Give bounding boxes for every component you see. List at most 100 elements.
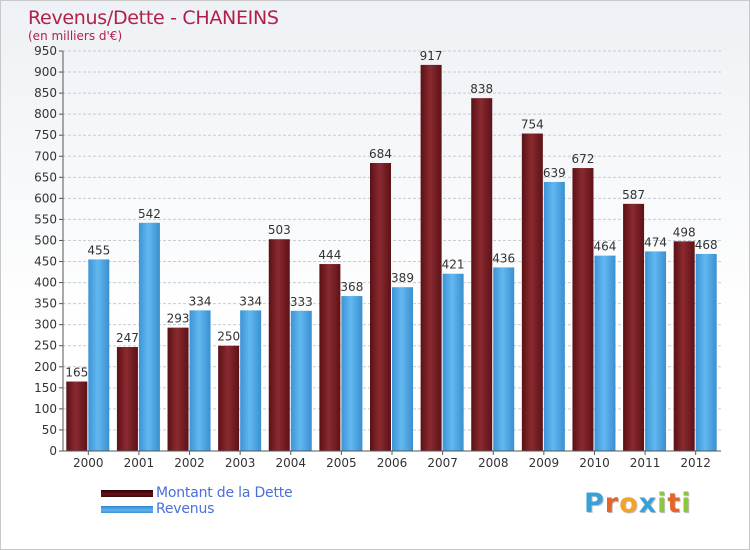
y-tick-label: 250: [34, 339, 57, 353]
bar-debt: [167, 327, 189, 451]
bar-revenue: [695, 253, 717, 451]
chart-title: Revenus/Dette - CHANEINS: [28, 7, 279, 29]
x-tick-label: 2012: [680, 456, 711, 470]
y-tick-label: 0: [49, 444, 57, 458]
bar-revenue: [88, 259, 110, 451]
logo-letter: P: [584, 488, 605, 519]
data-label-revenue: 436: [492, 251, 515, 265]
logo-letter: o: [619, 488, 639, 519]
data-label-debt: 503: [268, 223, 291, 237]
y-tick-label: 500: [34, 233, 57, 247]
bar-debt: [268, 239, 290, 451]
x-tick-label: 2003: [225, 456, 256, 470]
y-tick-label: 700: [34, 149, 57, 163]
x-tick-label: 2000: [73, 456, 104, 470]
data-label-revenue: 455: [87, 243, 110, 257]
data-label-debt: 498: [673, 225, 696, 239]
y-tick-label: 900: [34, 65, 57, 79]
legend-swatch-revenue: [101, 506, 153, 513]
data-labels: 165 455 247 542 293 334 250 334 503 333 444 368 684 3…: [65, 49, 717, 380]
data-label-revenue: 474: [644, 235, 667, 249]
bar-debt: [572, 168, 594, 452]
logo-letter: i: [657, 488, 668, 519]
x-tick-label: 2011: [630, 456, 661, 470]
data-label-debt: 917: [420, 49, 443, 63]
x-tick-label: 2001: [124, 456, 155, 470]
y-tick-label: 100: [34, 402, 57, 416]
bar-debt: [319, 264, 341, 451]
data-label-revenue: 639: [543, 166, 566, 180]
bar-debt: [673, 241, 695, 451]
data-label-debt: 247: [116, 331, 139, 345]
chart-subtitle: (en milliers d'€): [28, 29, 123, 43]
data-label-revenue: 368: [340, 280, 363, 294]
y-tick-label: 600: [34, 191, 57, 205]
y-tick-label: 650: [34, 170, 57, 184]
y-tick-label: 200: [34, 360, 57, 374]
y-tick-label: 950: [34, 44, 57, 58]
logo-letter: r: [604, 488, 620, 519]
data-label-debt: 587: [622, 188, 645, 202]
bar-revenue: [543, 181, 565, 451]
data-label-revenue: 421: [442, 258, 465, 272]
bar-revenue: [392, 287, 413, 451]
bar-debt: [420, 64, 442, 451]
data-label-debt: 684: [369, 147, 392, 161]
data-label-revenue: 334: [239, 294, 262, 308]
data-label-debt: 293: [167, 312, 190, 326]
y-tick-label: 550: [34, 212, 57, 226]
x-axis-ticks: 2000 2001 2002 2003 2004 2005 2006 2007 2008 2009…: [73, 451, 711, 470]
data-label-debt: 165: [65, 366, 88, 380]
y-tick-label: 450: [34, 255, 57, 269]
y-tick-label: 350: [34, 297, 57, 311]
data-label-debt: 444: [318, 248, 341, 262]
logo-letter: i: [681, 488, 692, 519]
bar-debt: [370, 163, 391, 451]
bar-revenue: [290, 310, 312, 451]
bars: [66, 64, 717, 452]
data-label-revenue: 468: [695, 238, 718, 252]
y-tick-label: 150: [34, 381, 57, 395]
axes: [62, 51, 721, 452]
logo-letter: t: [667, 488, 682, 519]
data-label-debt: 754: [521, 118, 544, 132]
proxiti-logo: Proxiti: [584, 488, 692, 519]
bar-revenue: [493, 267, 515, 451]
bar-debt: [218, 345, 240, 451]
bar-debt: [116, 347, 138, 451]
y-axis-ticks: 0 50 100 150 200 250 300 350 400 450 500 550 600 650 7…: [34, 44, 63, 458]
y-tick-label: 300: [34, 318, 57, 332]
bar-revenue: [341, 296, 363, 451]
bar-revenue: [442, 273, 464, 451]
x-tick-label: 2002: [174, 456, 205, 470]
x-tick-label: 2006: [377, 456, 408, 470]
legend-swatch-debt: [101, 490, 153, 497]
y-tick-label: 50: [42, 423, 57, 437]
logo-letter: x: [638, 488, 658, 519]
y-tick-label: 800: [34, 107, 57, 121]
bar-revenue: [594, 255, 616, 451]
data-label-revenue: 334: [189, 294, 212, 308]
y-tick-label: 400: [34, 276, 57, 290]
x-tick-label: 2008: [478, 456, 509, 470]
data-label-debt: 672: [572, 152, 595, 166]
bar-revenue: [645, 251, 667, 451]
bar-revenue: [240, 310, 262, 451]
y-tick-label: 850: [34, 86, 57, 100]
legend-label-revenue: Revenus: [156, 501, 215, 517]
x-tick-label: 2005: [326, 456, 357, 470]
bar-debt: [521, 133, 543, 452]
bar-debt: [66, 381, 88, 451]
x-tick-label: 2004: [275, 456, 306, 470]
x-tick-label: 2009: [529, 456, 560, 470]
bar-debt: [471, 98, 493, 451]
data-label-revenue: 333: [290, 295, 313, 309]
data-label-revenue: 389: [391, 271, 414, 285]
bar-debt: [623, 203, 645, 451]
data-label-debt: 250: [217, 330, 240, 344]
x-tick-label: 2007: [427, 456, 458, 470]
x-tick-label: 2010: [579, 456, 610, 470]
legend-label-debt: Montant de la Dette: [156, 485, 293, 501]
